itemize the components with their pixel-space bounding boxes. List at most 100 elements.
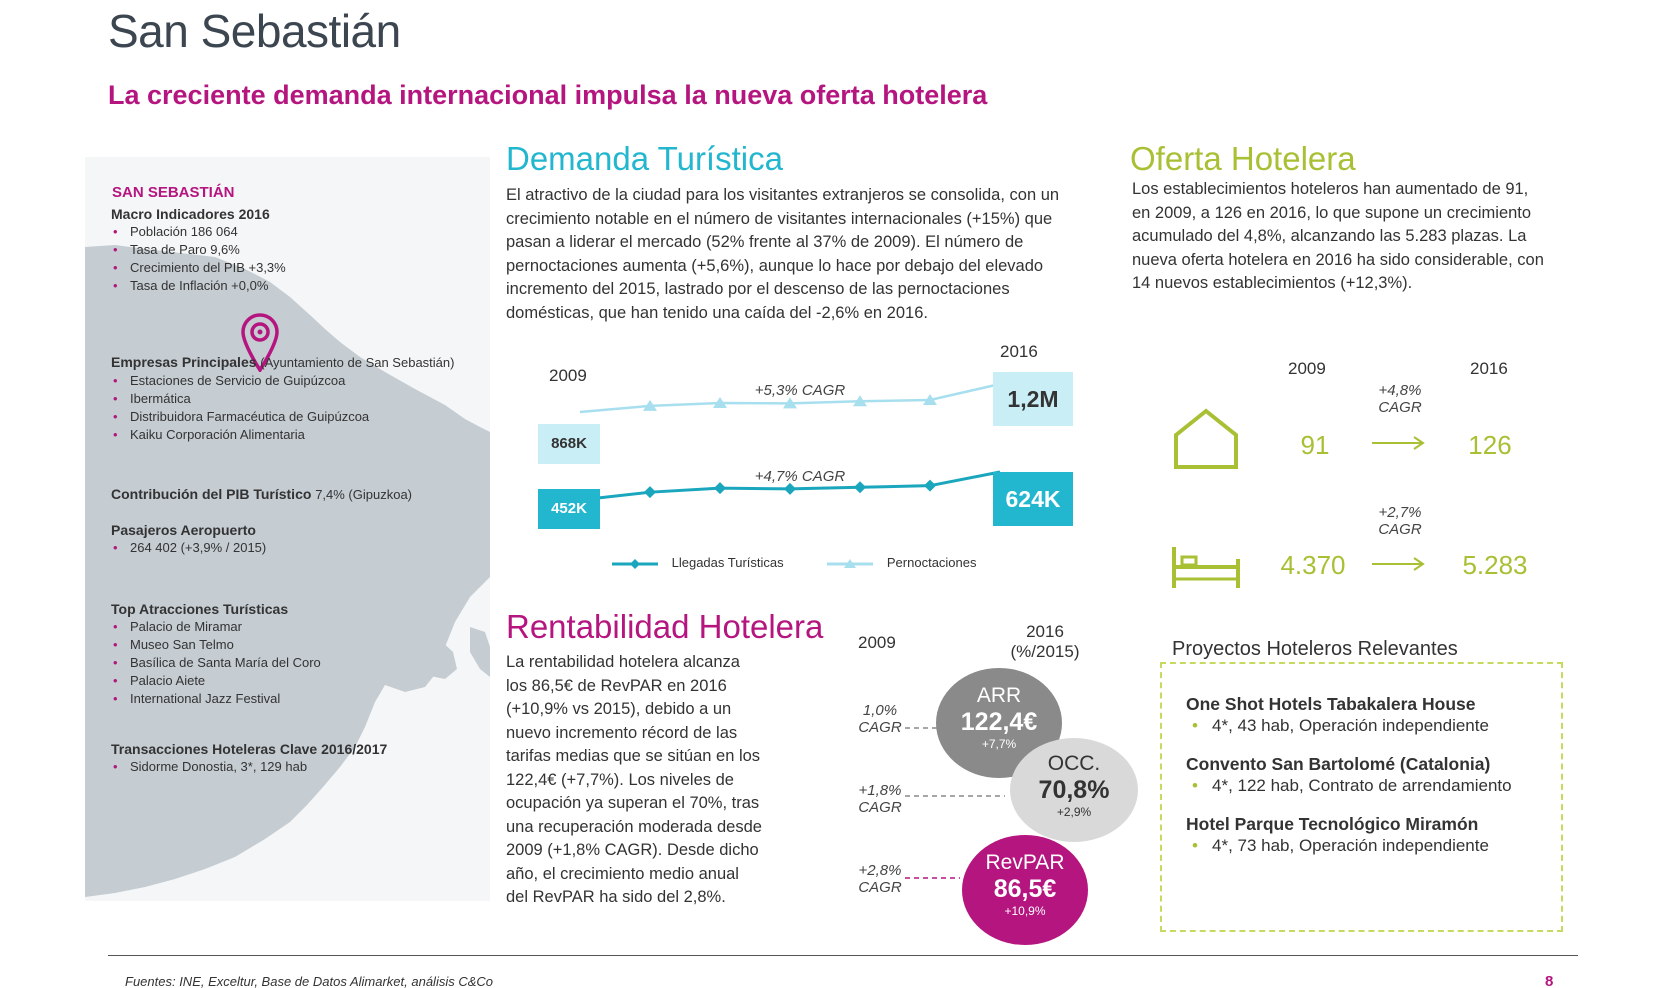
project-detail: 4*, 122 hab, Contrato de arrendamiento xyxy=(1186,775,1556,797)
profitability-title: Rentabilidad Hotelera xyxy=(506,608,824,645)
arr-value: 122,4€ xyxy=(960,708,1038,736)
list-item: International Jazz Festival xyxy=(111,690,481,708)
house-icon xyxy=(1174,408,1238,469)
data-point xyxy=(643,399,657,411)
list-item: Tasa de Paro 9,6% xyxy=(111,241,471,259)
pernoctaciones-cagr: +5,3% CAGR xyxy=(754,382,846,399)
list-item: Palacio de Miramar xyxy=(111,618,481,636)
list-item: Distribuidora Farmacéutica de Guipúzcoa xyxy=(111,408,481,426)
companies-heading: Empresas Principales xyxy=(111,354,257,370)
project-item: One Shot Hotels Tabakalera House 4*, 43 … xyxy=(1186,694,1556,737)
top-attractions: Top Atracciones Turísticas Palacio de Mi… xyxy=(111,600,481,708)
demand-text: El atractivo de la ciudad para los visit… xyxy=(506,186,1060,322)
arr-label: ARR xyxy=(976,684,1022,707)
list-item: Crecimiento del PIB +3,3% xyxy=(111,259,471,277)
data-point xyxy=(644,486,656,499)
legend-pernoctaciones-swatch xyxy=(827,558,874,568)
data-point xyxy=(714,482,726,495)
arr-cagr-label: CAGR xyxy=(858,719,902,736)
beds-cagr-label: CAGR xyxy=(1378,521,1422,538)
project-detail: 4*, 43 hab, Operación independiente xyxy=(1186,715,1556,737)
revpar-label: RevPAR xyxy=(985,851,1065,874)
hotels-end: 126 xyxy=(1468,430,1512,460)
profit-year-end: 2016 (%/2015) xyxy=(1000,622,1090,662)
transactions-heading: Transacciones Hoteleras Clave 2016/2017 xyxy=(111,741,388,757)
beds-start: 4.370 xyxy=(1280,550,1346,580)
profitability-text: La rentabilidad hotelera alcanza los 86,… xyxy=(506,653,762,906)
project-name: One Shot Hotels Tabakalera House xyxy=(1186,694,1476,714)
arr-cagr-pct: 1,0% xyxy=(862,702,898,719)
project-name: Hotel Parque Tecnológico Miramón xyxy=(1186,814,1479,834)
list-item: Kaiku Corporación Alimentaria xyxy=(111,426,481,444)
demand-year-end: 2016 xyxy=(1000,342,1038,361)
city-info-panel: SAN SEBASTIÁN Macro Indicadores 2016 Pob… xyxy=(85,157,490,901)
profit-year-end-sub: (%/2015) xyxy=(1010,642,1080,661)
airport-passengers: Pasajeros Aeropuerto 264 402 (+3,9% / 20… xyxy=(111,521,481,557)
beds-cagr-pct: +2,7% xyxy=(1378,504,1422,521)
revpar-bubble: RevPAR 86,5€ +10,9% xyxy=(962,835,1088,945)
demand-line-chart xyxy=(579,382,1001,502)
list-item: Basílica de Santa María del Coro xyxy=(111,654,481,672)
arr-bubble: ARR 122,4€ +7,7% xyxy=(936,668,1062,778)
companies-heading-note: (Ayuntamiento de San Sebastián) xyxy=(260,355,455,370)
arr-cagr: 1,0% CAGR xyxy=(845,702,915,736)
attractions-heading: Top Atracciones Turísticas xyxy=(111,601,289,617)
revpar-pct: +10,9% xyxy=(1004,904,1046,918)
beds-arrow-icon xyxy=(1372,557,1425,571)
revpar-cagr: +2,8% CAGR xyxy=(845,862,915,896)
macro-indicators: Macro Indicadores 2016 Población 186 064… xyxy=(111,205,471,295)
llegadas-end-label: 624K xyxy=(993,472,1073,526)
key-transactions: Transacciones Hoteleras Clave 2016/2017 … xyxy=(111,740,481,776)
supply-text: Los establecimientos hoteleros han aumen… xyxy=(1132,180,1544,292)
bed-icon xyxy=(1172,547,1240,588)
beds-end: 5.283 xyxy=(1462,550,1528,580)
demand-year-start: 2009 xyxy=(549,366,587,385)
supply-year-end: 2016 xyxy=(1470,359,1508,378)
data-point xyxy=(783,397,797,409)
passengers-heading: Pasajeros Aeropuerto xyxy=(111,522,256,538)
location-pin-icon xyxy=(241,313,279,372)
macro-heading: Macro Indicadores 2016 xyxy=(111,206,270,222)
supply-year-start: 2009 xyxy=(1288,359,1326,378)
projects-box: One Shot Hotels Tabakalera House 4*, 43 … xyxy=(1160,662,1563,932)
profit-year-end-label: 2016 xyxy=(1026,622,1064,641)
kpi-connectors xyxy=(905,727,1005,879)
data-point xyxy=(713,396,727,408)
list-item: Ibermática xyxy=(111,390,481,408)
revpar-cagr-label: CAGR xyxy=(858,879,902,896)
contribution-value: 7,4% (Gipuzkoa) xyxy=(315,487,413,502)
llegadas-cagr: +4,7% CAGR xyxy=(754,468,846,485)
pernoctaciones-end-label: 1,2M xyxy=(993,372,1073,426)
occ-cagr-pct: +1,8% xyxy=(858,782,902,799)
llegadas-start-label: 452K xyxy=(538,489,600,529)
list-item: Tasa de Inflación +0,0% xyxy=(111,277,471,295)
occ-pct: +2,9% xyxy=(1056,805,1092,819)
page-subtitle: La creciente demanda internacional impul… xyxy=(108,80,988,110)
data-point xyxy=(854,481,866,494)
contribution-heading: Contribución del PIB Turístico xyxy=(111,486,312,502)
footer-divider xyxy=(108,955,1578,956)
beds-cagr: +2,7% CAGR xyxy=(1360,504,1440,538)
project-item: Convento San Bartolomé (Catalonia) 4*, 1… xyxy=(1186,754,1556,797)
occ-cagr-label: CAGR xyxy=(858,799,902,816)
arr-pct: +7,7% xyxy=(981,737,1017,751)
gdp-contribution: Contribución del PIB Turístico 7,4% (Gip… xyxy=(111,485,481,504)
hotels-cagr: +4,8% CAGR xyxy=(1360,382,1440,416)
list-item: Palacio Aiete xyxy=(111,672,481,690)
main-companies: Empresas Principales (Ayuntamiento de Sa… xyxy=(111,353,481,444)
city-label: SAN SEBASTIÁN xyxy=(112,184,235,201)
demand-title: Demanda Turística xyxy=(506,140,783,177)
page-title: San Sebastián xyxy=(108,5,401,57)
pernoctaciones-start-label: 868K xyxy=(538,424,600,464)
data-point xyxy=(784,482,796,495)
page-number: 8 xyxy=(1545,973,1554,988)
list-item: Estaciones de Servicio de Guipúzcoa xyxy=(111,372,481,390)
project-detail: 4*, 73 hab, Operación independiente xyxy=(1186,835,1556,857)
hotels-cagr-pct: +4,8% xyxy=(1378,382,1422,399)
revpar-value: 86,5€ xyxy=(993,875,1057,903)
supply-title: Oferta Hotelera xyxy=(1130,140,1356,177)
profit-year-start: 2009 xyxy=(858,633,896,652)
occ-cagr: +1,8% CAGR xyxy=(845,782,915,816)
hotels-cagr-label: CAGR xyxy=(1378,399,1422,416)
footer-sources: Fuentes: INE, Exceltur, Base de Datos Al… xyxy=(125,974,494,988)
